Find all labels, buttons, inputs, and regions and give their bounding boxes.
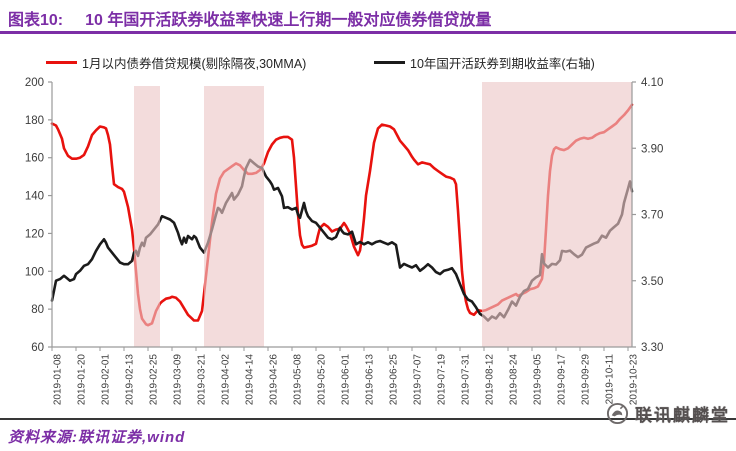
figure-number-label: 图表10: <box>8 12 64 29</box>
page-title: 图表10: 10 年国开活跃券收益率快速上行期一般对应债券借贷放量 <box>8 6 728 30</box>
black-line-swatch-icon <box>374 60 405 65</box>
chart-legend: 1月以内债券借贷规模(剔除隔夜,30MMA) 10年国开活跃券到期收益率(右轴) <box>0 53 736 71</box>
svg-text:2019-04-02: 2019-04-02 <box>221 354 232 406</box>
brand-logo-text: 联讯麒麟堂 <box>635 406 730 425</box>
svg-text:2019-02-13: 2019-02-13 <box>125 354 136 406</box>
svg-text:2019-05-20: 2019-05-20 <box>317 354 328 406</box>
svg-text:2019-01-08: 2019-01-08 <box>53 354 64 406</box>
svg-text:3.70: 3.70 <box>641 210 663 222</box>
svg-text:2019-01-20: 2019-01-20 <box>77 354 88 406</box>
legend-label: 1月以内债券借贷规模(剔除隔夜,30MMA) <box>82 57 307 71</box>
svg-text:2019-05-08: 2019-05-08 <box>293 354 304 406</box>
svg-text:2019-09-05: 2019-09-05 <box>533 354 544 406</box>
svg-text:2019-06-25: 2019-06-25 <box>389 354 400 406</box>
svg-text:2019-02-01: 2019-02-01 <box>101 354 112 406</box>
figure-title-text: 10 年国开活跃券收益率快速上行期一般对应债券借贷放量 <box>85 12 492 29</box>
svg-text:2019-10-11: 2019-10-11 <box>605 354 616 405</box>
svg-text:2019-09-29: 2019-09-29 <box>581 354 592 406</box>
svg-text:2019-07-19: 2019-07-19 <box>437 354 448 406</box>
footer-divider <box>0 418 736 420</box>
svg-text:2019-09-17: 2019-09-17 <box>557 354 568 406</box>
svg-text:2019-08-12: 2019-08-12 <box>485 354 496 406</box>
brand-logo: 联讯麒麟堂 <box>606 401 730 426</box>
svg-text:4.10: 4.10 <box>641 77 663 89</box>
svg-text:3.50: 3.50 <box>641 276 663 288</box>
svg-text:2019-08-24: 2019-08-24 <box>509 354 520 406</box>
legend-item-yield: 10年国开活跃券到期收益率(右轴) <box>374 53 595 72</box>
svg-text:2019-04-14: 2019-04-14 <box>245 354 256 406</box>
svg-text:2019-07-31: 2019-07-31 <box>461 354 472 406</box>
svg-text:3.30: 3.30 <box>641 342 663 354</box>
svg-text:60: 60 <box>31 342 44 354</box>
svg-text:100: 100 <box>25 266 44 278</box>
svg-text:3.90: 3.90 <box>641 143 663 155</box>
svg-text:120: 120 <box>25 228 44 240</box>
legend-item-borrowing-scale: 1月以内债券借贷规模(剔除隔夜,30MMA) <box>46 53 306 72</box>
svg-text:2019-03-21: 2019-03-21 <box>197 354 208 406</box>
svg-text:2019-03-09: 2019-03-09 <box>173 354 184 406</box>
qilin-circle-icon <box>606 402 629 425</box>
source-note: 资料来源:联讯证券,wind <box>8 429 186 446</box>
svg-text:2019-04-26: 2019-04-26 <box>269 354 280 406</box>
title-divider <box>0 31 736 34</box>
legend-label: 10年国开活跃券到期收益率(右轴) <box>410 57 595 71</box>
svg-text:2019-02-25: 2019-02-25 <box>149 354 160 406</box>
svg-text:80: 80 <box>31 304 44 316</box>
red-line-swatch-icon <box>46 60 77 65</box>
svg-text:160: 160 <box>25 153 44 165</box>
svg-text:2019-07-07: 2019-07-07 <box>413 354 424 406</box>
svg-text:2019-06-13: 2019-06-13 <box>365 354 376 406</box>
svg-text:2019-10-23: 2019-10-23 <box>629 354 640 406</box>
svg-text:180: 180 <box>25 115 44 127</box>
svg-text:2019-06-01: 2019-06-01 <box>341 354 352 406</box>
svg-text:140: 140 <box>25 191 44 203</box>
svg-text:200: 200 <box>25 77 44 89</box>
